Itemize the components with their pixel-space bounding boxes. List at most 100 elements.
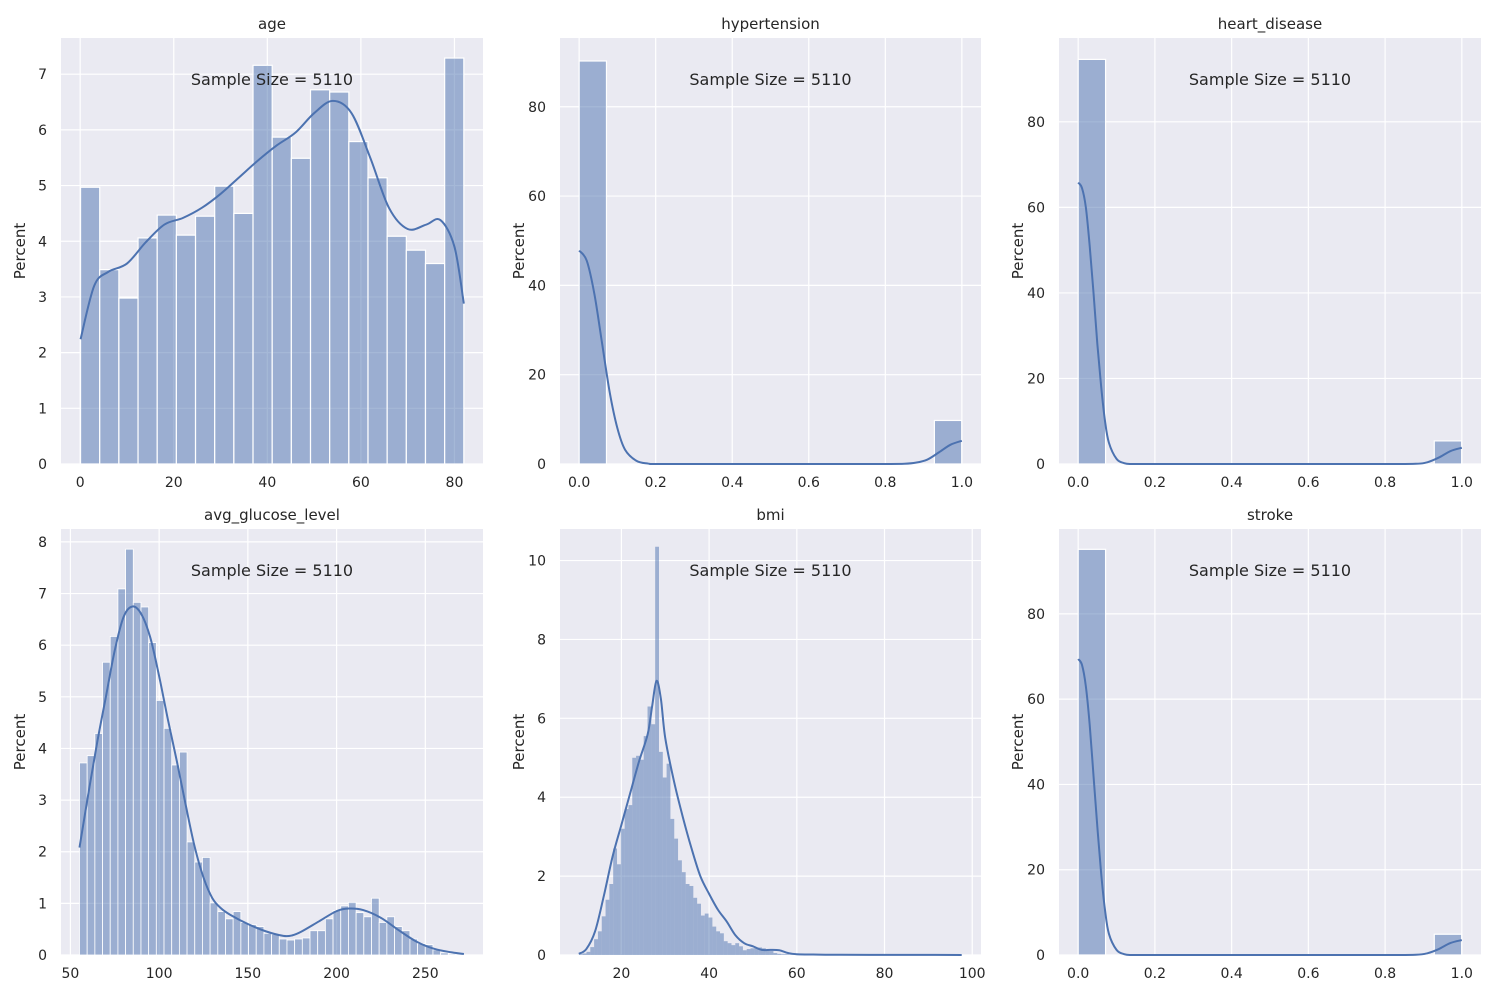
sample-size-annotation: Sample Size = 5110 (1189, 561, 1351, 580)
histogram-bar (735, 943, 740, 955)
y-tick-label: 40 (1027, 777, 1045, 793)
axes-background (560, 38, 981, 464)
y-axis-label: Percent (11, 714, 29, 771)
histogram-bar (678, 860, 682, 955)
axes-background (1059, 529, 1481, 955)
x-tick-label: 200 (323, 966, 350, 982)
y-tick-label: 60 (1027, 692, 1045, 708)
histogram-bar (94, 733, 103, 956)
histogram-bar (777, 953, 782, 955)
histogram-bar (309, 930, 319, 956)
y-tick-label: 3 (38, 290, 47, 306)
y-tick-label: 4 (537, 790, 546, 806)
subplot-title: heart_disease (1218, 15, 1322, 34)
histogram-bar (594, 939, 598, 955)
histogram-bar (769, 951, 774, 955)
subplot-title: hypertension (721, 15, 820, 33)
x-tick-label: 0.8 (1374, 966, 1396, 982)
histogram-bar (1077, 58, 1107, 465)
histogram-bar (405, 249, 427, 465)
histogram-bar (118, 297, 139, 465)
histogram-bar (86, 755, 96, 956)
x-tick-label: 1.0 (1451, 475, 1473, 491)
sample-size-annotation: Sample Size = 5110 (1189, 70, 1351, 89)
x-tick-label: 80 (876, 966, 894, 982)
x-tick-label: 100 (146, 966, 173, 982)
x-tick-label: 50 (61, 966, 79, 982)
y-tick-label: 80 (1027, 607, 1045, 623)
histogram-bar (754, 947, 759, 955)
x-tick-label: 0.4 (1221, 966, 1243, 982)
histogram-bar (271, 933, 280, 956)
x-tick-label: 0.0 (568, 475, 590, 491)
x-tick-label: 0.0 (1067, 966, 1089, 982)
histogram-bar (355, 912, 365, 956)
histogram-bar (781, 954, 785, 955)
histogram-bar (586, 951, 591, 955)
histogram-bar (286, 939, 296, 956)
y-tick-label: 3 (38, 793, 47, 809)
histogram-bar (670, 818, 675, 955)
histogram-bar (689, 885, 694, 955)
histogram-bar (444, 57, 465, 465)
x-tick-label: 60 (788, 966, 806, 982)
histogram-bar (597, 931, 602, 955)
y-tick-label: 0 (1036, 948, 1045, 964)
x-tick-label: 150 (234, 966, 261, 982)
histogram-bar (217, 911, 226, 956)
y-axis-label: Percent (510, 223, 528, 280)
histogram-bar (317, 930, 326, 956)
x-tick-label: 40 (700, 966, 718, 982)
y-tick-label: 0 (38, 948, 47, 964)
histogram-bar (632, 757, 637, 955)
subplot-bmi: 20 40 60 80 100 0 2 4 6 8 10 bmi Percent Sample Size … (510, 506, 986, 982)
histogram-bar (636, 755, 640, 955)
y-tick-label: 0 (537, 457, 546, 473)
histogram-bar (681, 872, 686, 955)
histogram-bar (194, 215, 216, 465)
histogram-bar (666, 763, 671, 955)
histogram-bar (225, 918, 234, 956)
y-tick-label: 8 (38, 535, 47, 551)
histogram-bar (697, 903, 701, 955)
x-tick-label: 60 (352, 475, 370, 491)
histogram-bar (117, 588, 126, 956)
y-axis-label: Percent (510, 714, 528, 771)
histogram-bar (140, 606, 150, 956)
histogram-bar (628, 805, 633, 955)
histogram-bar (240, 922, 249, 956)
histogram-bar (440, 952, 449, 956)
subplot-title: age (258, 15, 286, 33)
histogram-bar (578, 954, 583, 955)
x-tick-label: 80 (446, 475, 464, 491)
sample-size-annotation: Sample Size = 5110 (191, 70, 353, 89)
histogram-bar (294, 938, 303, 956)
histogram-bar (324, 918, 334, 956)
kde-line (578, 679, 962, 956)
subplot-title: stroke (1247, 506, 1293, 524)
subplot-stroke: 0.0 0.2 0.4 0.6 0.8 1.0 0 20 40 60 80 stroke Percent… (1009, 506, 1481, 982)
histogram-bar (371, 897, 380, 956)
histogram-bar (309, 89, 331, 465)
y-tick-label: 10 (528, 554, 546, 570)
x-tick-label: 1.0 (951, 475, 973, 491)
subplot-age: 0 20 40 60 80 0 1 2 3 4 5 6 7 age Percent Sample Size =… (11, 15, 483, 491)
kde-line (79, 99, 465, 340)
y-tick-label: 0 (537, 948, 546, 964)
y-tick-label: 6 (38, 638, 47, 654)
x-tick-label: 1.0 (1451, 966, 1473, 982)
y-tick-label: 20 (1027, 863, 1045, 879)
histogram-bar (109, 636, 119, 956)
histogram-bar (340, 905, 349, 956)
x-tick-label: 0.2 (1144, 475, 1166, 491)
axes-background (1059, 38, 1481, 464)
histogram-bar (742, 950, 747, 955)
histogram-bar (348, 901, 357, 956)
histogram-bar (750, 948, 755, 955)
histogram-bar (156, 214, 177, 465)
histogram-bar (704, 913, 709, 955)
histogram-bar (723, 941, 728, 955)
histogram-bar (214, 185, 235, 465)
histogram-bar (148, 642, 157, 956)
histogram-bar (582, 953, 587, 955)
